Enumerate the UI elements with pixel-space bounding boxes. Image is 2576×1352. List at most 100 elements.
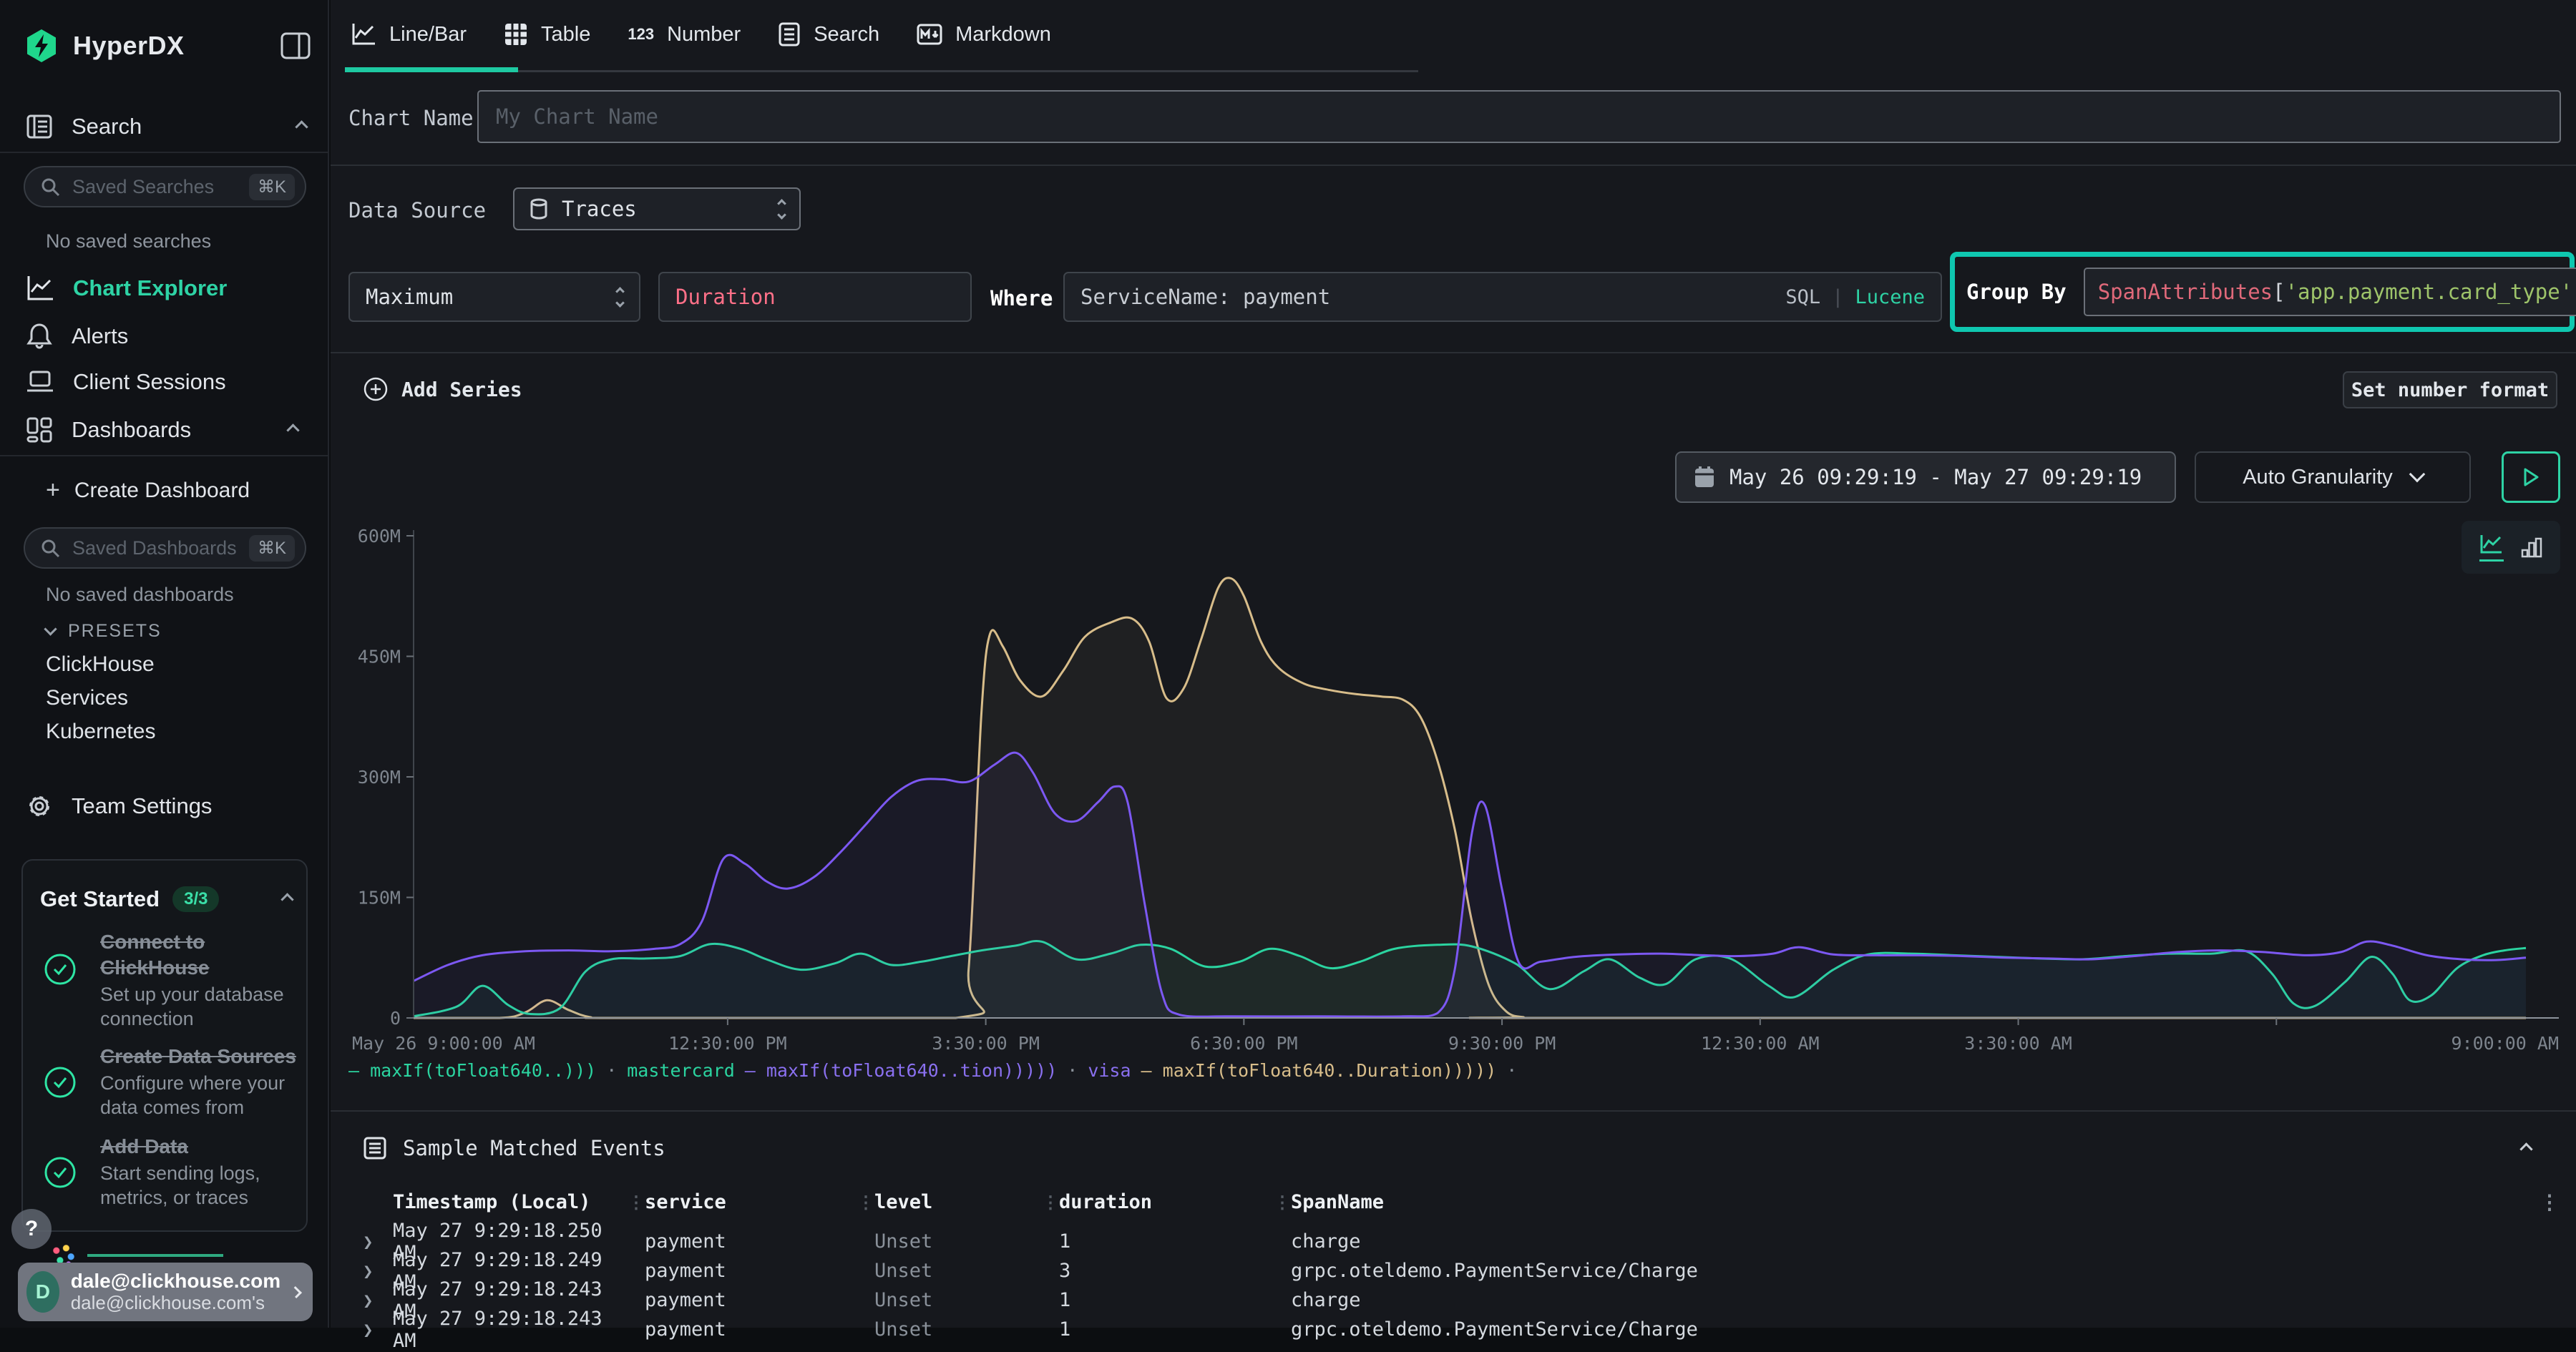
mode-separator: | [1832,285,1844,308]
col-spanname[interactable]: SpanName [1291,1191,1385,1213]
line-chart-icon [351,22,376,46]
line-mode-icon[interactable] [2479,534,2504,562]
expand-row-icon[interactable]: ❯ [363,1290,374,1311]
table-row[interactable]: ❯ May 27 9:29:18.243 AM payment Unset 1 … [363,1308,2560,1352]
set-number-format-label: Set number format [2351,378,2550,401]
bar-mode-icon[interactable] [2521,536,2542,559]
legend-token: · [1506,1060,1518,1081]
sidebar-item-client-sessions[interactable]: Client Sessions [26,369,226,395]
user-menu[interactable]: D dale@clickhouse.com dale@clickhouse.co… [18,1263,313,1321]
sidebar-item-team-settings[interactable]: Team Settings [26,793,212,820]
cell-service: payment [645,1230,726,1253]
group-by-key: 'app.payment.card_type' [2285,280,2573,304]
col-timestamp[interactable]: Timestamp (Local) [393,1191,591,1213]
chart-legend[interactable]: — maxIf(toFloat640..))) · mastercard — maxI… [348,1060,1517,1081]
chevron-right-icon [290,1285,303,1298]
checklist-item-title: Connect to ClickHouse [100,931,210,979]
timeseries-chart[interactable]: 0 150M 300M 450M 600M May 26 9:00:00 AM 12:30:… [351,526,2562,1059]
help-button[interactable]: ? [11,1209,52,1249]
create-dashboard-button[interactable]: + Create Dashboard [46,476,250,504]
cmd-k-shortcut-badge: ⌘K [248,534,295,562]
column-resize-handle[interactable]: ⋮ [857,1192,874,1213]
expand-row-icon[interactable]: ❯ [363,1319,374,1340]
chevron-up-icon[interactable] [280,892,294,906]
set-number-format-button[interactable]: Set number format [2343,371,2557,408]
saved-searches-input[interactable]: Saved Searches ⌘K [24,166,306,207]
col-duration[interactable]: duration [1059,1191,1153,1213]
tab-markdown[interactable]: Markdown [911,23,1083,46]
svg-text:May 26 9:00:00 AM: May 26 9:00:00 AM [352,1033,535,1054]
cmd-k-shortcut-badge: ⌘K [248,173,295,200]
plus-circle-icon [363,376,389,402]
group-by-input[interactable]: SpanAttributes [ 'app.payment.card_type'… [2083,268,2576,316]
cell-level: Unset [874,1289,933,1311]
saved-dashboards-input[interactable]: Saved Dashboards ⌘K [24,527,306,569]
column-resize-handle[interactable]: ⋮ [1042,1192,1059,1213]
dashboards-label: Dashboards [72,417,192,442]
expand-row-icon[interactable]: ❯ [363,1231,374,1252]
preset-clickhouse[interactable]: ClickHouse [46,652,155,676]
legend-series-entry[interactable]: — maxIf(toFloat640..))) [348,1060,597,1081]
field-value: Duration [675,285,776,309]
cell-duration: 1 [1059,1289,1071,1311]
date-range-picker[interactable]: May 26 09:29:19 - May 27 09:29:19 [1675,451,2176,503]
legend-series-entry[interactable]: — maxIf(toFloat640..Duration))))) [1141,1060,1497,1081]
field-select[interactable]: Duration [658,272,972,322]
collapse-events-icon[interactable] [2519,1142,2533,1156]
sidebar-item-chart-explorer[interactable]: Chart Explorer [26,275,227,302]
aggregation-select[interactable]: Maximum [348,272,640,322]
table-row[interactable]: ❯ May 27 9:29:18.250 AM payment Unset 1 … [363,1220,2560,1264]
checklist-item[interactable]: Create Data Sources Configure where your… [100,1044,297,1120]
add-series-label: Add Series [401,377,522,401]
bell-icon [26,322,53,351]
table-row[interactable]: ❯ May 27 9:29:18.249 AM payment Unset 3 … [363,1249,2560,1293]
lucene-mode-button[interactable]: Lucene [1855,285,1925,308]
legend-token: · [1067,1060,1078,1081]
sidebar-item-alerts[interactable]: Alerts [26,322,128,351]
main-content: Line/Bar Table 123 Number Search Markdow… [331,0,2576,1352]
legend-series-entry[interactable]: — maxIf(toFloat640..tion))))) [744,1060,1058,1081]
series-line-teal [413,940,2527,1018]
sql-mode-button[interactable]: SQL [1785,285,1821,308]
cell-spanname: grpc.oteldemo.PaymentService/Charge [1291,1318,1698,1341]
expand-row-icon[interactable]: ❯ [363,1260,374,1281]
cell-spanname: grpc.oteldemo.PaymentService/Charge [1291,1260,1698,1282]
create-dashboard-label: Create Dashboard [74,478,250,502]
sample-events-header[interactable]: Sample Matched Events [363,1136,665,1160]
date-range-value: May 26 09:29:19 - May 27 09:29:19 [1729,465,2142,489]
sidebar-section-search[interactable]: Search [26,113,313,140]
granularity-select[interactable]: Auto Granularity [2195,451,2471,503]
where-input[interactable]: ServiceName: payment SQL | Lucene [1063,272,1942,322]
dashboards-icon [26,416,53,444]
checklist-item-subtitle: Configure where your data comes from [100,1072,286,1118]
presets-toggle[interactable]: PRESETS [44,621,162,642]
tab-line-bar[interactable]: Line/Bar [345,22,498,46]
sidebar-item-dashboards[interactable]: Dashboards [26,416,313,444]
legend-token: visa [1088,1060,1131,1081]
tab-number[interactable]: 123 Number [622,23,772,46]
checklist-item[interactable]: Connect to ClickHouse Set up your databa… [100,929,297,1031]
column-resize-handle[interactable]: ⋮ [628,1192,645,1213]
tab-search[interactable]: Search [772,22,911,46]
active-tab-indicator [345,67,518,72]
col-service[interactable]: service [645,1191,726,1213]
tab-table[interactable]: Table [498,22,622,46]
table-options-kebab-icon[interactable]: ⋮ [2540,1190,2560,1214]
where-value: ServiceName: payment [1080,285,1331,309]
collapse-sidebar-icon[interactable] [280,31,311,60]
data-source-select[interactable]: Traces [513,187,801,230]
cell-service: payment [645,1318,726,1341]
preset-kubernetes[interactable]: Kubernetes [46,720,156,743]
table-row[interactable]: ❯ May 27 9:29:18.243 AM payment Unset 1 … [363,1278,2560,1323]
saved-searches-placeholder: Saved Searches [72,175,215,197]
tab-label: Number [667,22,741,46]
add-series-button[interactable]: Add Series [363,376,522,402]
run-query-button[interactable] [2502,451,2560,503]
checklist-item[interactable]: Add Data Start sending logs, metrics, or… [100,1134,297,1210]
check-circle-icon [43,1065,77,1099]
preset-services[interactable]: Services [46,686,129,710]
chart-name-input[interactable] [477,90,2561,143]
svg-text:6:30:00 PM: 6:30:00 PM [1190,1033,1298,1054]
col-level[interactable]: level [874,1191,933,1213]
column-resize-handle[interactable]: ⋮ [1274,1192,1291,1213]
